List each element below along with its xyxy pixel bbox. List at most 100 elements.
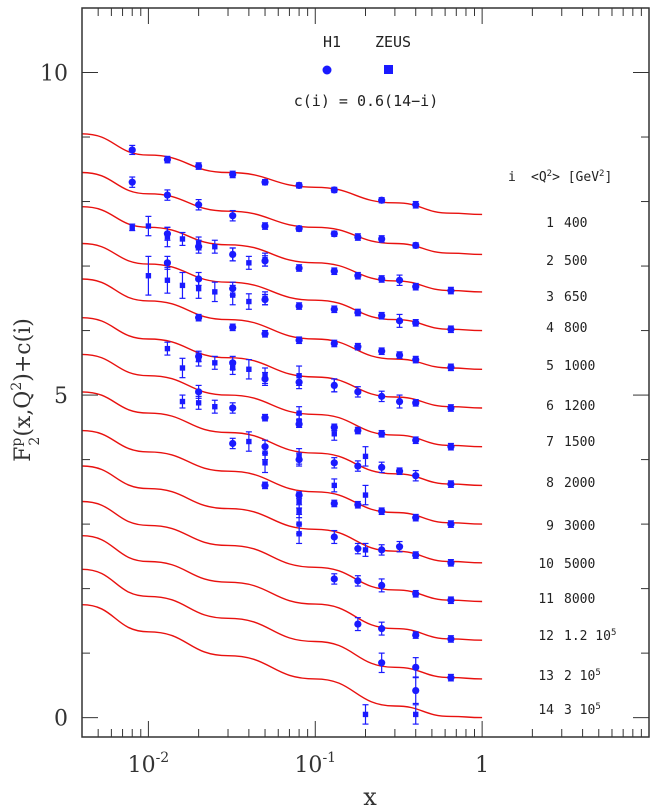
- h1-point: [354, 342, 362, 351]
- h1-point: [354, 271, 362, 280]
- h1-point: [378, 544, 386, 556]
- h1-circle-marker: [447, 596, 455, 604]
- svg-text:Fp2(x,Q2)+c(i): Fp 2(x,Q2)+c(i): [9, 318, 43, 462]
- zeus-point: [164, 266, 171, 294]
- zeus-square-marker: [331, 482, 337, 489]
- zeus-point: [245, 431, 252, 452]
- zeus-square-marker: [212, 243, 218, 250]
- fit-curve-bin-10: [81, 465, 483, 564]
- h1-point: [354, 500, 362, 509]
- zeus-point: [195, 236, 202, 251]
- h1-point: [447, 520, 455, 528]
- zeus-square-marker: [212, 289, 218, 295]
- h1-circle-marker: [295, 302, 303, 310]
- h1-circle-marker: [412, 355, 420, 364]
- h1-point: [330, 305, 338, 314]
- y-tick-label: 0: [54, 707, 68, 732]
- zeus-point: [296, 413, 303, 428]
- h1-point: [354, 233, 362, 241]
- zeus-square-marker: [331, 431, 337, 437]
- h1-circle-marker: [295, 181, 303, 190]
- h1-circle-marker: [261, 222, 269, 230]
- bin-q2-label: 8000: [564, 592, 595, 607]
- h1-point: [447, 404, 455, 412]
- zeus-square-marker: [246, 298, 252, 305]
- h1-circle-marker: [378, 347, 386, 355]
- zeus-point: [362, 542, 369, 557]
- zeus-point: [229, 284, 236, 306]
- bin-index-label: 7: [546, 435, 554, 450]
- h1-circle-marker: [330, 459, 338, 467]
- h1-point: [330, 230, 338, 238]
- h1-circle-marker: [354, 620, 362, 628]
- h1-point: [295, 181, 303, 190]
- zeus-square-marker: [362, 547, 369, 553]
- h1-point: [261, 222, 269, 230]
- bin-q2-label: 1000: [564, 359, 595, 374]
- zeus-point: [211, 355, 218, 370]
- h1-point: [378, 235, 386, 243]
- zeus-square-marker: [296, 531, 302, 537]
- h1-point: [330, 529, 338, 545]
- zeus-point: [229, 247, 236, 262]
- fit-curve-bin-5: [81, 278, 483, 370]
- h1-circle-marker: [412, 551, 420, 559]
- h1-circle-marker: [412, 686, 420, 695]
- h1-point: [330, 339, 338, 348]
- zeus-square-marker: [195, 285, 202, 292]
- h1-point: [412, 657, 420, 678]
- h1-circle-marker: [378, 430, 386, 438]
- h1-circle-marker: [354, 308, 362, 317]
- h1-circle-marker: [447, 286, 455, 295]
- h1-circle-marker: [412, 590, 420, 598]
- h1-circle-marker: [378, 507, 386, 515]
- zeus-square-marker: [362, 492, 369, 498]
- h1-point: [229, 209, 237, 222]
- h1-circle-marker: [330, 575, 338, 583]
- h1-circle-marker: [229, 439, 237, 448]
- h1-point: [330, 267, 338, 276]
- h1-circle-marker: [395, 317, 404, 325]
- zeus-point: [179, 394, 186, 409]
- h1-circle-marker: [163, 156, 172, 164]
- fit-curve-bin-3: [81, 206, 483, 293]
- zeus-point: [245, 358, 252, 380]
- zeus-square-marker: [262, 373, 268, 379]
- table-header-i: i: [508, 170, 516, 185]
- h1-circle-marker: [295, 225, 303, 233]
- zeus-square-marker: [145, 223, 152, 229]
- x-tick-label: 1: [475, 753, 489, 778]
- h1-point: [229, 402, 237, 414]
- h1-point: [163, 155, 172, 164]
- h1-circle-marker: [330, 230, 338, 238]
- h1-point: [378, 347, 386, 356]
- bin-q2-label: 3000: [564, 519, 595, 534]
- h1-circle-marker: [163, 259, 172, 267]
- h1-circle-marker: [378, 312, 386, 320]
- h1-point: [447, 596, 455, 605]
- h1-point: [330, 499, 338, 508]
- zeus-point: [129, 223, 136, 232]
- y-tick-label: 5: [54, 384, 68, 409]
- zeus-point: [296, 523, 303, 545]
- h1-point: [412, 589, 420, 598]
- h1-point: [261, 178, 269, 186]
- h1-point: [412, 677, 420, 705]
- h1-point: [195, 313, 203, 322]
- h1-point: [128, 176, 136, 188]
- h1-circle-marker: [229, 170, 237, 179]
- h1-point: [447, 363, 455, 372]
- bin-q2-label: 5000: [564, 557, 595, 572]
- h1-point: [412, 318, 420, 327]
- h1-circle-marker: [128, 178, 136, 186]
- h1-circle-marker: [354, 426, 362, 435]
- zeus-point: [211, 281, 218, 303]
- h1-circle-marker: [447, 325, 455, 333]
- bin-q2-label: 1.2 105: [564, 628, 616, 644]
- x-axis-title: x: [363, 783, 377, 807]
- bin-index-label: 14: [538, 703, 554, 718]
- h1-circle-marker: [330, 267, 338, 275]
- h1-circle-marker: [354, 233, 362, 241]
- bin-index-label: 3: [546, 290, 554, 305]
- zeus-square-marker: [296, 498, 302, 505]
